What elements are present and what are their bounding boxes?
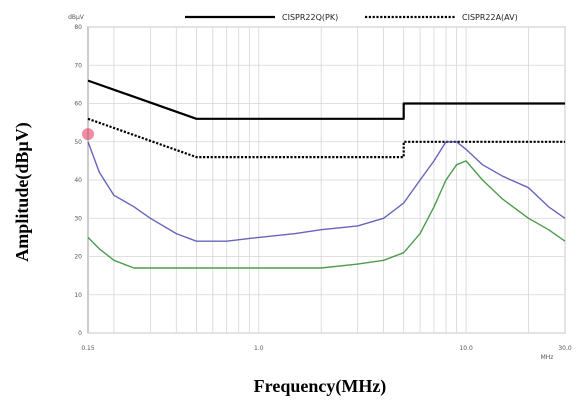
x-tick-label: 1.0 <box>254 345 264 352</box>
legend-label-1: CISPR22A(AV) <box>462 13 518 22</box>
y-tick-label: 80 <box>74 24 82 31</box>
series-line-1 <box>87 117 565 159</box>
axis-layer: 0 10 20 30 40 50 60 70 80 dBµV 0.15 1.0 10.0 30.0 MHz <box>68 14 572 361</box>
x-tick-label: 30.0 <box>558 345 572 352</box>
y-tick-label: 30 <box>74 215 82 222</box>
grid-layer <box>87 26 566 334</box>
y-tick-label: 20 <box>74 254 82 261</box>
peak-marker <box>82 128 94 141</box>
series-line-0 <box>87 79 565 120</box>
y-tick-label: 40 <box>74 177 82 184</box>
x-tick-label: 10.0 <box>459 345 473 352</box>
x-axis-label: Frequency(MHz) <box>254 376 387 397</box>
y-tick-label: 0 <box>78 330 82 337</box>
y-tick-label: 50 <box>74 139 82 146</box>
x-tick-label: 0.15 <box>81 345 95 352</box>
series-layer <box>82 79 566 269</box>
y-tick-label: 70 <box>74 62 82 69</box>
legend: CISPR22Q(PK) CISPR22A(AV) <box>185 13 518 22</box>
legend-label-0: CISPR22Q(PK) <box>282 13 338 22</box>
y-tick-label: 10 <box>74 292 82 299</box>
y-unit-label: dBµV <box>68 14 85 21</box>
x-unit-label: MHz <box>541 354 554 361</box>
series-line-2 <box>87 141 566 242</box>
y-axis-label: Amplitude(dBµV) <box>12 122 33 261</box>
series-line-3 <box>87 160 566 269</box>
y-tick-label: 60 <box>74 101 82 108</box>
